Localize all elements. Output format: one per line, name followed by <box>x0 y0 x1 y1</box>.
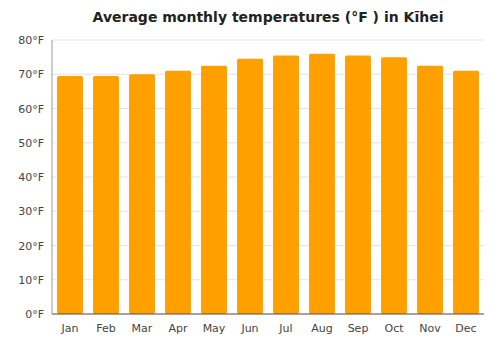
chart: Average monthly temperatures (°F ) in Kī… <box>0 0 500 350</box>
y-tick-label: 60°F <box>18 103 44 116</box>
x-tick-label: Jul <box>278 322 292 335</box>
x-tick-label: Apr <box>168 322 188 335</box>
y-tick-label: 10°F <box>18 274 44 287</box>
bar <box>129 74 155 314</box>
y-tick-label: 20°F <box>18 240 44 253</box>
y-axis-line <box>52 40 53 314</box>
bar <box>417 66 443 314</box>
x-axis: Jan Feb Mar Apr May Jun Jul Aug Sep Oct Nov Dec <box>61 322 477 335</box>
grid-line <box>52 314 484 315</box>
title: Average monthly temperatures (°F ) in Kī… <box>93 9 444 25</box>
x-tick-label: Nov <box>419 322 441 335</box>
bar <box>273 55 299 314</box>
bar <box>165 71 191 314</box>
bar <box>93 76 119 314</box>
y-tick-label: 70°F <box>18 68 44 81</box>
y-tick-label: 40°F <box>18 171 44 184</box>
x-tick-label: May <box>203 322 226 335</box>
x-tick-label: Oct <box>384 322 404 335</box>
x-tick-label: Sep <box>348 322 369 335</box>
bar <box>453 71 479 314</box>
x-tick-label: Mar <box>132 322 153 335</box>
x-tick-label: Dec <box>455 322 476 335</box>
grid-line <box>52 40 484 41</box>
bars <box>57 54 479 314</box>
bar <box>309 54 335 314</box>
x-tick-label: Feb <box>96 322 115 335</box>
y-tick-label: 30°F <box>18 205 44 218</box>
x-tick-label: Jun <box>240 322 258 335</box>
y-tick-label: 50°F <box>18 137 44 150</box>
x-tick-label: Aug <box>311 322 332 335</box>
bar <box>345 55 371 314</box>
x-axis-line <box>52 314 484 315</box>
y-tick-label: 80°F <box>18 34 44 47</box>
y-axis: 0°F 10°F 20°F 30°F 40°F 50°F 60°F 70°F 80°F <box>18 34 44 321</box>
bar <box>237 59 263 314</box>
bar <box>201 66 227 314</box>
grid <box>52 40 484 314</box>
y-tick-label: 0°F <box>25 308 44 321</box>
bar <box>57 76 83 314</box>
bar <box>381 57 407 314</box>
x-tick-label: Jan <box>61 322 79 335</box>
